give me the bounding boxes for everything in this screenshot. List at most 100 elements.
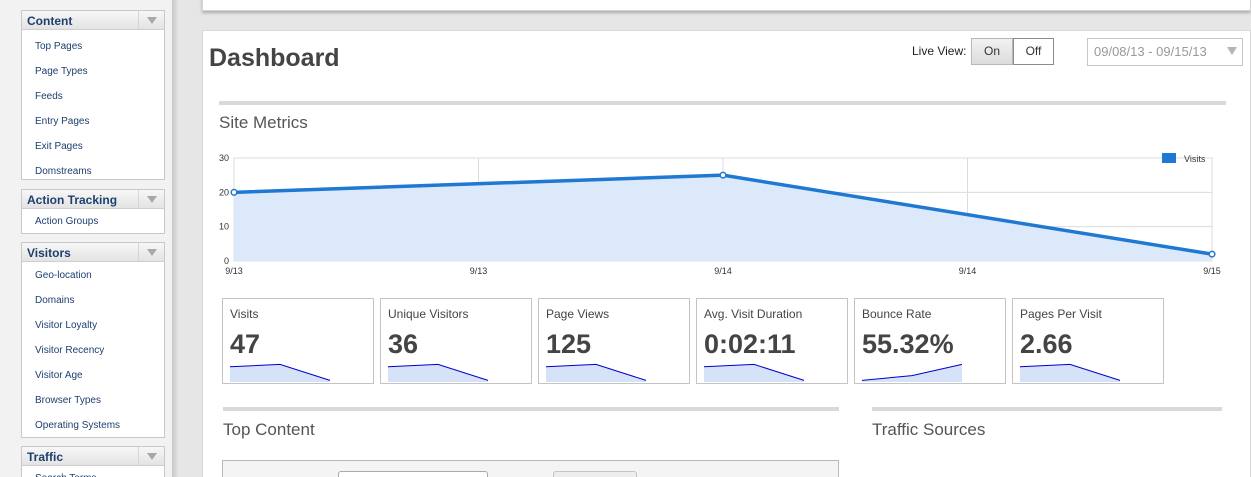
sidebar-section-header[interactable]: Visitors xyxy=(22,243,164,262)
sidebar-item-visitor-loyalty[interactable]: Visitor Loyalty xyxy=(35,320,98,331)
sidebar-item-top-pages[interactable]: Top Pages xyxy=(35,41,83,52)
chart-area-fill xyxy=(234,175,1212,261)
sidebar-section-content: Content Top Pages Page Types Feeds Entry… xyxy=(21,10,165,180)
chart-x-ticks: 9/13 9/13 9/14 9/14 9/15 xyxy=(225,266,1221,276)
chart-point xyxy=(1208,250,1216,258)
chart-y-tick-label: 0 xyxy=(224,256,229,266)
top-content-table xyxy=(222,460,839,477)
sidebar-section-header[interactable]: Content xyxy=(22,11,164,30)
sidebar-section-header[interactable]: Action Tracking xyxy=(22,190,164,209)
sparkline-area xyxy=(230,364,330,382)
sidebar-item-domains[interactable]: Domains xyxy=(35,295,75,306)
metric-card-bounce-rate[interactable]: Bounce Rate 55.32% xyxy=(854,298,1006,384)
sidebar-section-title: Traffic xyxy=(27,450,64,464)
live-view-on-button[interactable]: On xyxy=(971,38,1013,65)
metric-label: Avg. Visit Duration xyxy=(704,307,803,321)
sidebar: Content Top Pages Page Types Feeds Entry… xyxy=(0,0,176,477)
sparkline-line xyxy=(862,363,963,381)
sidebar-item-entry-pages[interactable]: Entry Pages xyxy=(35,116,90,127)
sidebar-section-action-tracking: Action Tracking Action Groups xyxy=(21,189,165,234)
sidebar-section-header[interactable]: Traffic xyxy=(22,447,164,466)
sparkline-area xyxy=(546,364,646,382)
sparkline-line xyxy=(546,363,647,381)
section-divider xyxy=(872,407,1222,411)
metric-label: Page Views xyxy=(546,307,610,321)
collapse-toggle-icon[interactable] xyxy=(138,190,164,208)
sidebar-section-visitors: Visitors Geo-location Domains Visitor Lo… xyxy=(21,242,165,438)
sparkline-area xyxy=(862,364,962,382)
chart-x-tick-label: 9/13 xyxy=(225,266,243,276)
metric-value: 36 xyxy=(388,329,419,359)
sidebar-item-page-types[interactable]: Page Types xyxy=(35,66,88,77)
sidebar-item-search-terms[interactable]: Search Terms xyxy=(22,466,164,477)
sparkline-area xyxy=(704,364,804,382)
top-content-title: Top Content xyxy=(223,420,315,439)
chart-y-tick-label: 20 xyxy=(219,187,229,197)
top-content-filter-button[interactable] xyxy=(553,471,637,477)
metric-card-page-views[interactable]: Page Views 125 xyxy=(538,298,690,384)
sidebar-section-title: Visitors xyxy=(27,246,71,260)
sidebar-item-domstreams[interactable]: Domstreams xyxy=(35,166,92,177)
sidebar-section-title: Action Tracking xyxy=(27,193,118,207)
legend-label: Visits xyxy=(1184,154,1206,164)
date-range-select[interactable]: 09/08/13 - 09/15/13 xyxy=(1087,38,1243,66)
metric-value: 55.32% xyxy=(862,329,954,359)
collapse-toggle-icon[interactable] xyxy=(138,447,164,465)
metric-value: 125 xyxy=(546,329,592,359)
metric-label: Pages Per Visit xyxy=(1020,307,1102,321)
sidebar-item-geo-location[interactable]: Geo-location xyxy=(35,270,92,281)
sparkline-area xyxy=(1020,364,1120,382)
sparkline-line xyxy=(388,363,489,381)
top-content-filter-input[interactable] xyxy=(338,471,488,477)
chart-legend: Visits xyxy=(1162,153,1206,164)
site-metrics-title: Site Metrics xyxy=(219,113,308,132)
legend-swatch xyxy=(1162,153,1176,163)
sparkline xyxy=(546,363,647,382)
sidebar-item-action-groups[interactable]: Action Groups xyxy=(35,216,99,227)
sidebar-item-browser-types[interactable]: Browser Types xyxy=(35,395,101,406)
metric-value: 47 xyxy=(230,329,261,359)
metric-card-unique-visitors[interactable]: Unique Visitors 36 xyxy=(380,298,532,384)
sparkline xyxy=(704,363,805,382)
metric-value: 0:02:11 xyxy=(704,329,796,359)
sparkline xyxy=(862,363,963,382)
sidebar-item-visitor-age[interactable]: Visitor Age xyxy=(35,370,83,381)
page-title: Dashboard xyxy=(209,44,340,72)
metric-card-pages-per-visit[interactable]: Pages Per Visit 2.66 xyxy=(1012,298,1164,384)
top-panel xyxy=(202,0,1251,11)
chart-x-tick-label: 9/13 xyxy=(470,266,488,276)
chart-y-tick-label: 10 xyxy=(219,222,229,232)
metric-label: Bounce Rate xyxy=(862,307,932,321)
chart-point xyxy=(719,171,727,179)
sparkline-line xyxy=(704,363,805,381)
collapse-toggle-icon[interactable] xyxy=(138,243,164,261)
sparkline-line xyxy=(230,363,331,381)
site-metrics-chart: 0 10 20 30 9/13 9/13 9/14 9/14 9/15 Visits xyxy=(219,153,1221,276)
chart-points xyxy=(230,171,1216,258)
section-divider xyxy=(223,407,839,411)
live-view-off-button[interactable]: Off xyxy=(1013,38,1054,65)
sidebar-item-operating-systems[interactable]: Operating Systems xyxy=(35,420,121,431)
traffic-sources-title: Traffic Sources xyxy=(872,420,986,439)
sparkline-line xyxy=(1020,363,1121,381)
sidebar-item-exit-pages[interactable]: Exit Pages xyxy=(35,141,83,152)
sparkline-area xyxy=(388,364,488,382)
metric-label: Visits xyxy=(230,307,259,321)
metric-card-visits[interactable]: Visits 47 xyxy=(222,298,374,384)
chart-x-tick-label: 9/14 xyxy=(959,266,977,276)
chart-point xyxy=(230,188,238,196)
sparkline xyxy=(388,363,489,382)
chevron-down-icon[interactable] xyxy=(1227,47,1237,55)
sidebar-item-feeds[interactable]: Feeds xyxy=(35,91,63,102)
metric-label: Unique Visitors xyxy=(388,307,469,321)
sidebar-divider xyxy=(172,0,178,477)
collapse-toggle-icon[interactable] xyxy=(138,11,164,29)
metric-value: 2.66 xyxy=(1020,329,1073,359)
sidebar-section-title: Content xyxy=(27,14,73,28)
chart-x-tick-label: 9/14 xyxy=(714,266,732,276)
metric-card-avg-visit-duration[interactable]: Avg. Visit Duration 0:02:11 xyxy=(696,298,848,384)
chart-x-tick-label: 9/15 xyxy=(1203,266,1221,276)
chart-y-ticks: 0 10 20 30 xyxy=(219,153,229,266)
sparkline xyxy=(1020,363,1121,382)
sidebar-item-visitor-recency[interactable]: Visitor Recency xyxy=(35,345,105,356)
